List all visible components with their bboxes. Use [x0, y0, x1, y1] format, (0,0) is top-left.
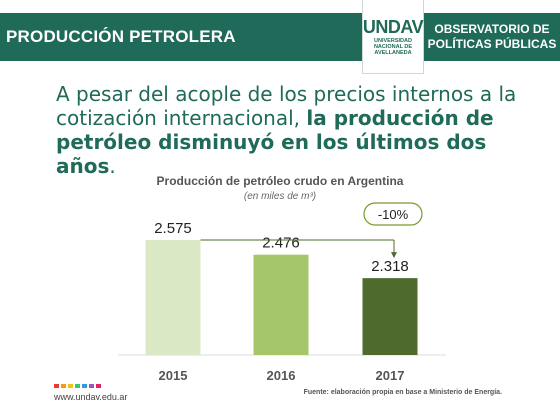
bar-value-label: 2.476: [262, 235, 300, 252]
footer-url: www.undav.edu.ar: [54, 392, 128, 402]
color-dot: [82, 384, 87, 388]
observatory-line-2: POLÍTICAS PÚBLICAS: [427, 37, 557, 51]
footer-source: Fuente: elaboración propia en base a Min…: [303, 389, 502, 396]
x-tick-label: 2016: [267, 368, 296, 383]
color-dot: [61, 384, 66, 388]
x-tick-label: 2015: [159, 368, 188, 383]
bar-2017: [362, 278, 418, 355]
color-dot: [54, 384, 59, 388]
x-tick-label: 2017: [376, 368, 405, 383]
logo-sub-line: AVELLANEDA: [374, 49, 412, 56]
chart-title: Producción de petróleo crudo en Argentin…: [156, 174, 404, 188]
annotation-pill: [363, 202, 423, 226]
headline: A pesar del acople de los precios intern…: [56, 82, 536, 178]
logo-sub-line: NACIONAL DE: [373, 43, 413, 50]
chart-subtitle: (en miles de m³): [243, 191, 317, 202]
logo-main-text: UNDAV: [362, 16, 424, 37]
bar-2016: [253, 254, 309, 355]
undav-logo: UNDAV UNIVERSIDAD NACIONAL DE AVELLANEDA: [362, 0, 424, 74]
header-title-bar: PRODUCCIÓN PETROLERA: [0, 13, 362, 61]
headline-bold: la producción de petróleo disminuyó en l…: [56, 106, 494, 178]
annotation-arrowhead: [391, 252, 397, 259]
header-title: PRODUCCIÓN PETROLERA: [6, 27, 236, 46]
color-dot: [68, 384, 73, 388]
logo-sub-line: UNIVERSIDAD: [374, 37, 412, 44]
headline-end: .: [109, 154, 116, 178]
observatory-line-1: OBSERVATORIO DE: [434, 22, 550, 36]
observatory-banner: OBSERVATORIO DE POLÍTICAS PÚBLICAS: [424, 13, 560, 61]
color-dot: [75, 384, 80, 388]
bar-value-label: 2.575: [154, 220, 192, 237]
color-dot: [96, 384, 101, 388]
headline-normal: A pesar del acople de los precios intern…: [56, 82, 517, 130]
logo-sub-text: UNIVERSIDAD NACIONAL DE AVELLANEDA: [368, 38, 418, 56]
color-dot: [89, 384, 94, 388]
annotation-label: -10%: [378, 207, 409, 222]
bar-2015: [145, 240, 201, 355]
bar-value-label: 2.318: [371, 258, 409, 275]
color-dots: [54, 384, 101, 388]
